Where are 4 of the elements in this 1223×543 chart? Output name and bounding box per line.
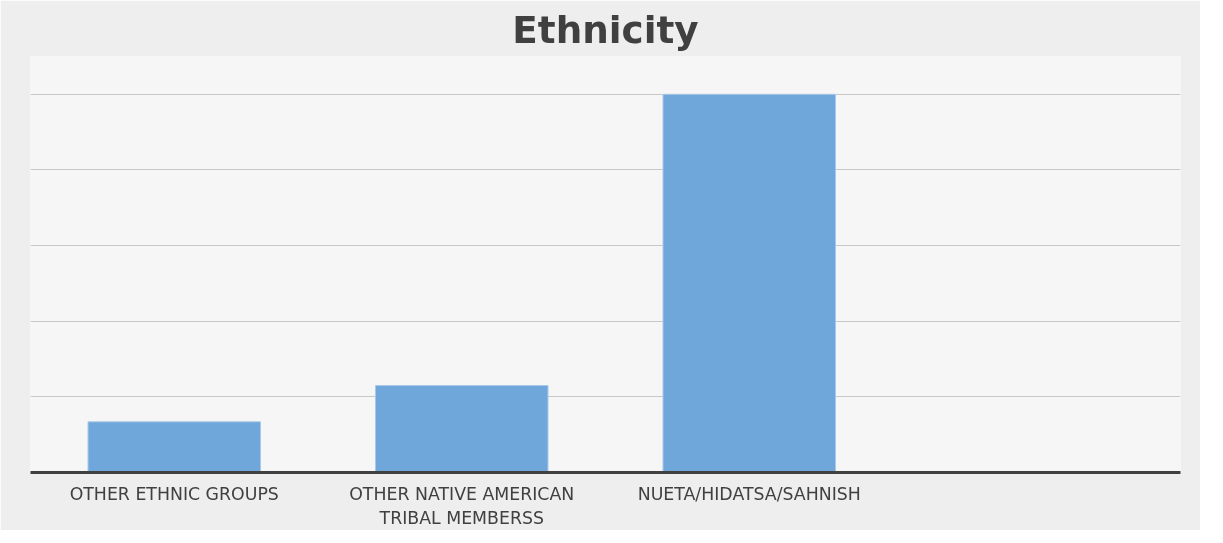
x-tick-label: NUETA/HIDATSA/SAHNISH <box>637 483 861 504</box>
x-tick-label: OTHER NATIVE AMERICAN TRIBAL MEMBERSS <box>349 483 575 528</box>
chart-title: Ethnicity <box>512 7 699 52</box>
x-tick-label: OTHER ETHNIC GROUPS <box>69 483 279 504</box>
